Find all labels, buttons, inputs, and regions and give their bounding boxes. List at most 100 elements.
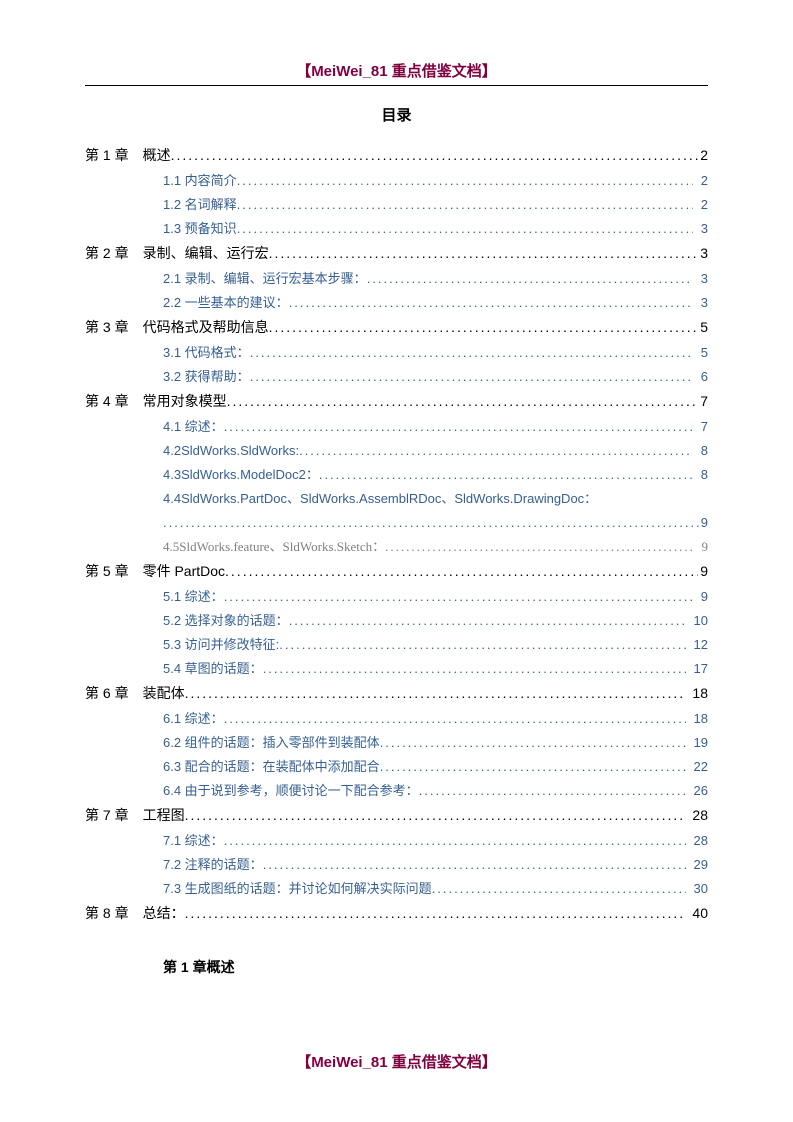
toc-section: 1.3 预备知识3 [85,217,708,241]
footer-title: 【MeiWei_81 重点借鉴文档】 [0,1051,793,1072]
toc-pagenum: 26 [686,779,708,803]
toc-pagenum: 7 [698,389,708,415]
toc-label: 第 5 章 零件 PartDoc [85,559,225,585]
toc-pagenum: 22 [686,755,708,779]
toc-dots [419,779,686,803]
toc-dots [263,853,686,877]
toc-section-grey: 4.5SldWorks.feature、SldWorks.Sketch：9 [85,535,708,559]
toc-label: 4.5SldWorks.feature、SldWorks.Sketch： [163,535,385,559]
toc-section: 7.3 生成图纸的话题：并讨论如何解决实际问题 30 [85,877,708,901]
toc-dots [250,341,693,365]
toc-section: 3.2 获得帮助：6 [85,365,708,389]
toc-label: 1.3 预备知识 [163,217,237,241]
toc-pagenum: 28 [686,829,708,853]
toc-section: 4.2SldWorks.SldWorks: 8 [85,439,708,463]
toc-section: 6.1 综述： 18 [85,707,708,731]
toc-pagenum: 3 [693,267,708,291]
toc-pagenum: 18 [686,707,708,731]
toc-dots [380,731,686,755]
toc-label: 6.3 配合的话题：在装配体中添加配合 [163,755,380,779]
toc-label: 2.2 一些基本的建议： [163,291,289,315]
toc-pagenum: 6 [693,365,708,389]
toc-dots [289,609,686,633]
toc-label: 6.1 综述： [163,707,224,731]
toc-dots [380,755,686,779]
toc-pagenum: 2 [693,169,708,193]
toc-pagenum: 9 [699,511,708,535]
toc-label: 5.3 访问并修改特征: [163,633,279,657]
toc-label: 2.1 录制、编辑、运行宏基本步骤： [163,267,367,291]
toc-dots [171,143,699,169]
toc-pagenum: 17 [686,657,708,681]
toc-pagenum: 2 [698,143,708,169]
toc-pagenum: 3 [693,291,708,315]
toc-label: 6.2 组件的话题：插入零部件到装配体 [163,731,380,755]
toc-label: 第 3 章 代码格式及帮助信息 [85,315,269,341]
toc-label: 1.1 内容简介 [163,169,237,193]
toc-section: 7.2 注释的话题：29 [85,853,708,877]
toc-label: 7.3 生成图纸的话题：并讨论如何解决实际问题 [163,877,432,901]
toc-label: 第 8 章 总结： [85,901,185,927]
toc-pagenum: 8 [693,439,708,463]
toc-section: 5.3 访问并修改特征:12 [85,633,708,657]
toc-label: 7.1 综述： [163,829,224,853]
toc-chapter: 第 4 章 常用对象模型 7 [85,389,708,415]
toc-dots [289,291,693,315]
toc-pagenum: 30 [686,877,708,901]
toc-title: 目录 [85,104,708,125]
toc-dots [250,365,693,389]
toc-label: 4.2SldWorks.SldWorks: [163,439,299,463]
toc-chapter: 第 3 章 代码格式及帮助信息5 [85,315,708,341]
toc-dots [224,415,693,439]
toc-dots [163,511,699,535]
toc-section: 5.4 草图的话题：17 [85,657,708,681]
toc-label: 4.4SldWorks.PartDoc、SldWorks.AssemblRDoc… [163,491,597,506]
toc-section: 1.2 名词解释 2 [85,193,708,217]
toc-label: 4.3SldWorks.ModelDoc2： [163,463,319,487]
toc-section: 7.1 综述： 28 [85,829,708,853]
toc-chapter: 第 8 章 总结：40 [85,901,708,927]
toc-dots [237,217,693,241]
toc-pagenum: 10 [686,609,708,633]
toc-section: 3.1 代码格式： 5 [85,341,708,365]
toc-dots [269,241,699,267]
toc-section: 1.1 内容简介 2 [85,169,708,193]
toc-label: 第 7 章 工程图 [85,803,185,829]
toc-dots [367,267,693,291]
toc-dots [185,681,685,707]
toc-label: 1.2 名词解释 [163,193,237,217]
toc-pagenum: 19 [686,731,708,755]
toc-pagenum: 2 [693,193,708,217]
toc-dots [385,535,693,559]
chapter-heading: 第 1 章概述 [85,957,708,977]
toc-pagenum: 9 [693,585,708,609]
toc-chapter: 第 6 章 装配体18 [85,681,708,707]
toc-pagenum: 7 [693,415,708,439]
toc-section: 6.2 组件的话题：插入零部件到装配体 19 [85,731,708,755]
toc-dots [224,707,686,731]
toc-dots [224,585,693,609]
toc-section: 5.1 综述：9 [85,585,708,609]
toc-label: 7.2 注释的话题： [163,853,263,877]
toc-pagenum: 3 [698,241,708,267]
toc-dots [269,315,699,341]
toc-pagenum: 8 [693,463,708,487]
toc-label: 5.2 选择对象的话题： [163,609,289,633]
toc-section: 2.2 一些基本的建议： 3 [85,291,708,315]
toc-dots [237,169,693,193]
toc-dots [432,877,686,901]
toc-pagenum: 5 [693,341,708,365]
toc-dots [319,463,693,487]
toc-dots [224,829,686,853]
toc-label: 第 1 章 概述 [85,143,171,169]
toc-label: 第 6 章 装配体 [85,681,185,707]
toc-dots [237,193,693,217]
toc-label: 第 4 章 常用对象模型 [85,389,227,415]
header-title: 【MeiWei_81 重点借鉴文档】 [85,60,708,85]
toc-label: 3.1 代码格式： [163,341,250,365]
toc-chapter: 第 7 章 工程图28 [85,803,708,829]
toc-label: 6.4 由于说到参考，顺便讨论一下配合参考： [163,779,419,803]
toc-section: 5.2 选择对象的话题： 10 [85,609,708,633]
toc-section: 4.4SldWorks.PartDoc、SldWorks.AssemblRDoc… [85,487,708,535]
toc-chapter: 第 1 章 概述 2 [85,143,708,169]
